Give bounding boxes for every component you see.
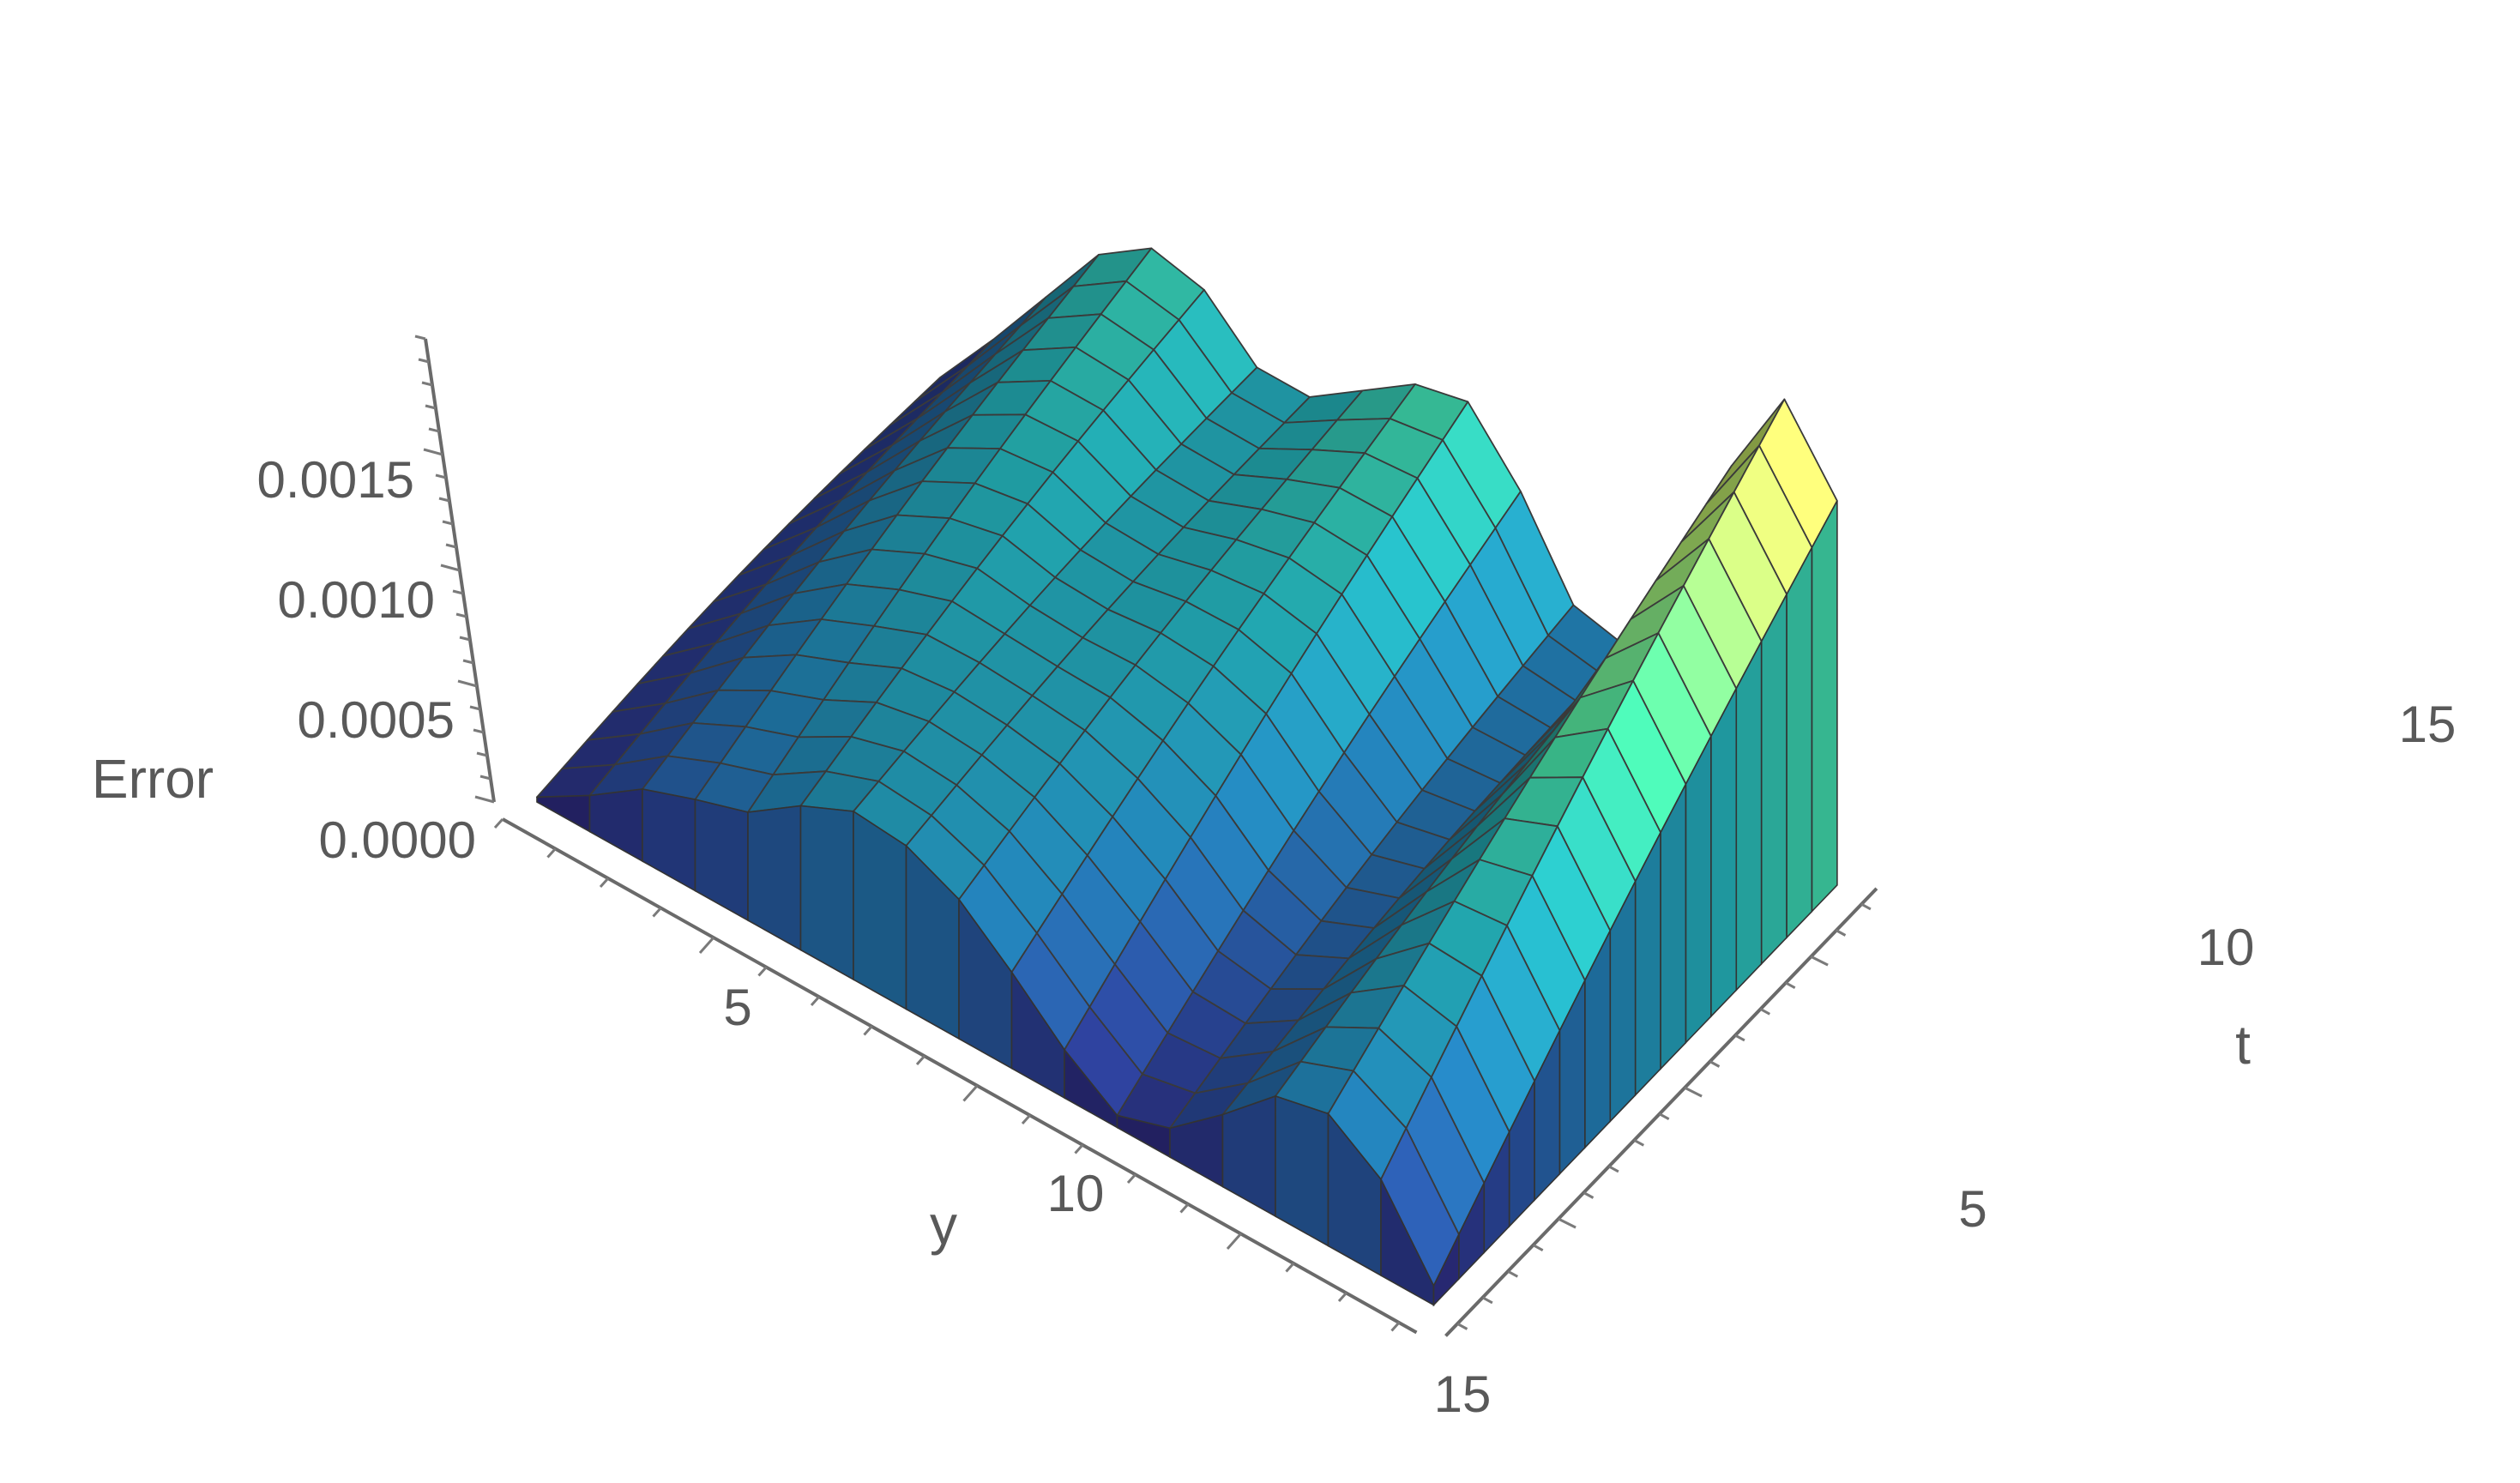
z-axis-tick [474, 795, 495, 804]
front-wall-cell [1221, 1094, 1276, 1218]
front-wall-cell [588, 788, 643, 863]
t-axis-tick [1734, 1034, 1745, 1042]
t-axis-tick [1784, 981, 1796, 990]
z-axis-tick [428, 427, 440, 433]
x-tick-label: 10 [1047, 1165, 1105, 1222]
t-axis-tick [1709, 1060, 1721, 1068]
y-axis-tick [1074, 1143, 1084, 1154]
t-axis-title: t [2235, 1014, 2251, 1076]
y-axis-tick [652, 907, 662, 918]
y-axis-tick [863, 1025, 873, 1036]
front-wall-cell [799, 805, 854, 981]
front-wall-cell [694, 799, 749, 922]
z-axis-tick [459, 636, 471, 642]
z-axis-tick [455, 612, 467, 618]
z-axis-tick [423, 448, 443, 456]
z-axis-title: Error [92, 748, 214, 810]
t-axis-tick [1860, 902, 1872, 911]
z-tick-label: 0.0010 [277, 571, 435, 629]
z-axis-tick [425, 404, 437, 410]
front-wall-cell [1275, 1094, 1329, 1247]
z-axis-tick [435, 473, 447, 479]
t-axis-tick [1810, 955, 1829, 967]
front-wall-cell [536, 794, 591, 833]
z-axis-tick [462, 659, 474, 665]
y-axis-tick [757, 966, 768, 977]
error-surface [536, 247, 1838, 1307]
y-axis-tick [1021, 1113, 1032, 1125]
y-axis-tick [1285, 1262, 1295, 1273]
z-axis-tick [438, 497, 450, 503]
z-axis-tick [421, 381, 433, 387]
y-axis-tick [493, 817, 504, 829]
t-axis-tick [1482, 1296, 1493, 1305]
right-wall-cell [1760, 594, 1788, 966]
y-axis-line [502, 817, 1418, 1335]
t-axis-line [1444, 887, 1878, 1337]
t-axis-tick [1759, 1007, 1771, 1016]
z-axis-tick [452, 589, 464, 595]
front-wall-cell [853, 810, 907, 1010]
y-axis-tick [1337, 1291, 1348, 1303]
t-axis-tick [1658, 1112, 1670, 1121]
t-axis-tick [1507, 1269, 1519, 1278]
front-wall-cell [642, 788, 696, 892]
y-axis-tick [1390, 1321, 1401, 1332]
y-axis-tick [546, 847, 557, 859]
right-wall-cell [1786, 547, 1813, 940]
z-tick-label: 0.0005 [297, 691, 455, 749]
right-wall-cell [1660, 783, 1687, 1071]
right-wall-cell [1685, 735, 1712, 1045]
t-tick-label: 5 [1958, 1180, 1986, 1238]
z-axis-tick [418, 358, 430, 364]
z-axis-tick [442, 520, 454, 526]
z-axis-tick [457, 679, 478, 688]
y-axis-tick [962, 1084, 979, 1102]
z-tick-label: 0.0000 [318, 811, 476, 869]
y-axis-tick [698, 937, 715, 954]
t-axis-tick [1633, 1138, 1645, 1147]
z-tick-label: 0.0015 [256, 451, 414, 509]
right-wall-cell [1710, 688, 1738, 1018]
z-axis-tick [479, 775, 491, 781]
t-axis-tick [1558, 1217, 1577, 1229]
y-axis-tick [915, 1054, 926, 1066]
t-axis-tick [1608, 1165, 1619, 1173]
t-tick-label: 15 [2399, 696, 2457, 753]
y-axis-tick [1126, 1173, 1137, 1185]
y-axis-tick [1226, 1233, 1243, 1250]
y-axis-tick [810, 995, 821, 1007]
plot-axes [414, 335, 1878, 1337]
z-axis-tick [473, 728, 485, 734]
t-axis-tick [1835, 929, 1847, 937]
right-wall-cell [1735, 641, 1763, 992]
t-tick-label: 10 [2197, 919, 2255, 976]
z-axis-tick [469, 705, 481, 711]
front-wall-cell [747, 805, 802, 951]
x-tick-label: 5 [723, 979, 751, 1036]
y-axis-tick [1179, 1203, 1190, 1214]
z-axis-tick [440, 564, 461, 572]
z-axis-tick [414, 335, 426, 341]
t-axis-tick [1684, 1086, 1703, 1098]
t-axis-tick [1456, 1323, 1468, 1330]
z-axis-tick [476, 751, 488, 757]
right-wall-cell [1811, 500, 1838, 913]
y-axis-tick [599, 877, 610, 889]
x-axis-title: y [930, 1194, 957, 1256]
t-axis-tick [1532, 1244, 1544, 1252]
x-tick-label: 15 [1434, 1365, 1492, 1423]
t-axis-tick [1583, 1191, 1595, 1199]
z-axis-tick [445, 543, 457, 549]
